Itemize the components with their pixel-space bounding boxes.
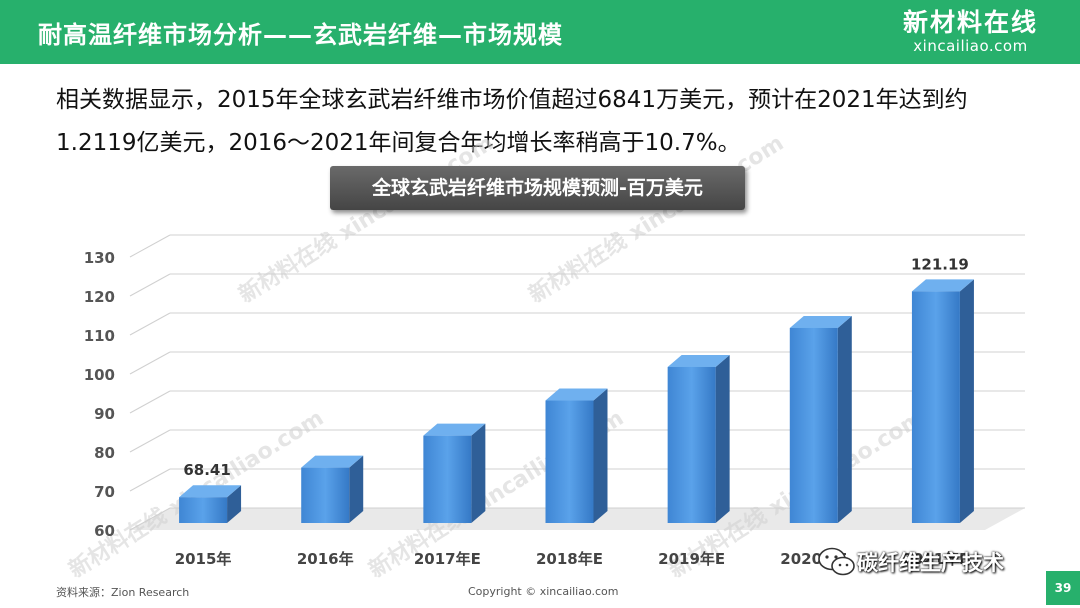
bar-side: [959, 279, 974, 523]
x-tick-label: 2015年: [175, 550, 232, 568]
copyright-note: Copyright © xincailiao.com: [468, 585, 619, 598]
bar-top: [545, 388, 608, 401]
x-tick-label: 2017年E: [414, 550, 481, 568]
bar-front: [545, 400, 594, 523]
y-tick-label: 120: [84, 288, 115, 306]
watermark-text: 新材料在线 xincailiao.com: [524, 130, 788, 308]
watermark-text: 新材料在线 xincailiao.com: [234, 130, 498, 308]
y-tick-label: 80: [94, 444, 115, 462]
gridline-depth: [129, 390, 171, 414]
bar-top: [789, 315, 852, 328]
bar-top: [423, 423, 486, 436]
logo-text-en: xincailiao.com: [913, 37, 1028, 55]
bar-side: [227, 485, 242, 523]
wechat-account-name: 碳纤维生产技术: [857, 551, 1004, 575]
y-tick-label: 90: [94, 405, 115, 423]
bar: [301, 455, 364, 523]
bar-front: [911, 291, 960, 523]
chart-title: 全球玄武岩纤维市场规模预测-百万美元: [330, 166, 745, 210]
data-label: 68.41: [183, 461, 230, 479]
source-note: 资料来源：Zion Research: [56, 586, 190, 599]
intro-paragraph: 相关数据显示，2015年全球玄武岩纤维市场价值超过6841万美元，预计在2021…: [56, 79, 1046, 165]
gridline-depth: [129, 507, 171, 531]
y-tick-label: 110: [84, 327, 115, 345]
bar-side: [715, 354, 730, 523]
wechat-watermark: 碳纤维生产技术: [817, 544, 1004, 580]
bar-side: [837, 315, 852, 523]
wechat-icon: [818, 547, 855, 576]
logo-text-cn: 新材料在线: [902, 8, 1038, 37]
gridline-depth: [129, 312, 171, 336]
x-tick-label: 2018年E: [536, 550, 603, 568]
y-tick-label: 60: [94, 522, 115, 540]
bar-side: [471, 423, 486, 523]
brand-logo: 新材料在线 xincailiao.com: [903, 8, 1038, 54]
gridline-depth: [129, 468, 171, 492]
bar-top: [179, 485, 242, 498]
y-tick-label: 130: [84, 249, 115, 267]
intro-line-1: 相关数据显示，2015年全球玄武岩纤维市场价值超过6841万美元，预计在2021…: [56, 87, 968, 113]
header-bar: 耐高温纤维市场分析——玄武岩纤维—市场规模 新材料在线 xincailiao.c…: [0, 0, 1080, 64]
bar-side: [349, 455, 364, 523]
page-title: 耐高温纤维市场分析——玄武岩纤维—市场规模: [38, 21, 563, 49]
bar-side: [593, 388, 608, 523]
bar-front: [301, 467, 350, 523]
bar-front: [667, 366, 716, 523]
x-tick-label: 2016年: [297, 550, 354, 568]
bar: [545, 388, 608, 523]
x-tick-label: 2019年E: [658, 550, 725, 568]
bar: [667, 354, 730, 523]
bar-front: [789, 327, 838, 523]
y-tick-label: 100: [84, 366, 115, 384]
bar-top: [911, 279, 974, 292]
bar: [911, 279, 974, 523]
data-label: 121.19: [911, 255, 969, 273]
bar-top: [667, 354, 730, 367]
bar-front: [423, 435, 472, 523]
bar-front: [179, 497, 228, 523]
bar: [179, 485, 242, 523]
intro-line-2: 1.2119亿美元，2016～2021年间复合年均增长率稍高于10.7%。: [56, 130, 741, 156]
x-tick-label: 2021年E: [902, 550, 969, 568]
bar: [789, 315, 852, 523]
bar: [423, 423, 486, 523]
gridline-depth: [129, 234, 171, 258]
page-number: 39: [1046, 571, 1080, 605]
gridline-depth: [129, 351, 171, 375]
gridline-depth: [129, 273, 171, 297]
y-tick-label: 70: [94, 483, 115, 501]
bar-top: [301, 455, 364, 468]
gridline-depth: [129, 429, 171, 453]
